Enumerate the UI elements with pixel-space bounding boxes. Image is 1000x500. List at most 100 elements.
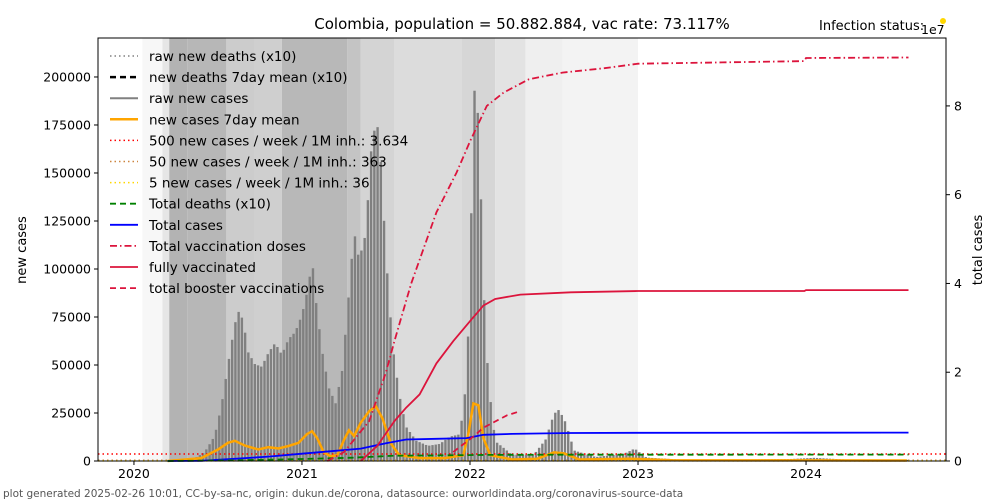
y-axis-left: 0 25000 50000 75000 100000 125000 150000 175000… (43, 69, 98, 469)
new-cases-bar (247, 352, 250, 461)
x-tick-label: 2022 (454, 466, 486, 481)
new-cases-bar (221, 399, 224, 461)
new-cases-bar (450, 436, 454, 461)
new-cases-bar (347, 297, 350, 461)
new-cases-bar (386, 273, 389, 461)
new-cases-bar (554, 412, 557, 461)
legend-label: 50 new cases / week / 1M inh.: 363 (149, 155, 387, 171)
y-tick-label: 50000 (51, 357, 91, 372)
new-cases-bar (353, 236, 357, 461)
new-cases-bar (512, 454, 515, 461)
new-cases-bar (298, 319, 302, 461)
background-band (394, 38, 462, 461)
y2-tick-label: 8 (954, 98, 962, 113)
new-cases-bar (340, 370, 344, 461)
new-cases-bar (557, 410, 560, 461)
new-cases-bar (211, 438, 214, 461)
new-cases-bar (331, 395, 334, 461)
new-cases-bar (583, 453, 586, 461)
x-tick-label: 2020 (118, 466, 150, 481)
new-cases-bar (434, 444, 437, 461)
new-cases-bar (495, 442, 499, 461)
new-cases-bar (573, 450, 576, 461)
legend: raw new deaths (x10) new deaths 7day mean… (110, 49, 408, 297)
y2-tick-label: 0 (954, 454, 962, 469)
new-cases-bar (441, 442, 444, 461)
new-cases-bar (428, 445, 431, 461)
new-cases-bar (302, 309, 305, 461)
new-cases-bar (560, 414, 563, 461)
new-cases-bar (628, 451, 631, 461)
footer-credits: plot generated 2025-02-26 10:01, CC-by-s… (3, 488, 683, 500)
new-cases-bar (421, 443, 425, 461)
new-cases-bar (376, 127, 379, 462)
new-cases-bar (411, 436, 415, 461)
new-cases-bar (324, 371, 328, 461)
new-cases-bar (457, 434, 460, 461)
background-band (142, 38, 163, 461)
new-cases-bar (534, 451, 538, 461)
new-cases-bar (334, 403, 337, 461)
new-cases-bar (476, 112, 479, 461)
new-cases-bar (344, 334, 347, 461)
new-cases-bar (256, 365, 260, 461)
new-cases-bar (382, 220, 386, 461)
y2-tick-label: 2 (954, 365, 962, 380)
series-line-total-vaccination-doses (326, 56, 909, 462)
new-cases-bar (295, 328, 299, 461)
new-cases-bar (576, 451, 580, 461)
new-cases-bar (415, 440, 418, 461)
new-cases-bar (318, 329, 321, 461)
new-cases-bar (253, 364, 257, 461)
legend-label: new deaths 7day mean (x10) (149, 70, 348, 86)
new-cases-bar (618, 454, 622, 461)
new-cases-bar (379, 161, 383, 461)
new-cases-bar (544, 439, 547, 461)
legend-label: total booster vaccinations (149, 281, 324, 297)
y2-tick-label: 6 (954, 187, 962, 202)
new-cases-bar (479, 199, 483, 461)
new-cases-bar (289, 337, 292, 461)
new-cases-bar (272, 344, 276, 461)
new-cases-bar (305, 294, 308, 461)
new-cases-bar (234, 322, 237, 461)
legend-label: 500 new cases / week / 1M inh.: 3.634 (149, 133, 408, 149)
new-cases-bar (641, 454, 644, 461)
new-cases-bar (492, 429, 496, 461)
infection-status-dot (940, 18, 946, 24)
new-cases-bar (360, 250, 363, 461)
new-cases-bar (444, 439, 447, 461)
new-cases-bar (327, 388, 331, 461)
new-cases-bar (463, 394, 467, 461)
y-tick-label: 150000 (43, 165, 91, 180)
new-cases-bar (285, 342, 289, 461)
new-cases-bar (337, 386, 341, 461)
new-cases-bar (230, 339, 234, 461)
legend-label: new cases 7day mean (149, 112, 300, 128)
new-cases-bar (447, 437, 450, 461)
y-tick-label: 200000 (43, 69, 91, 84)
new-cases-bar (292, 333, 295, 461)
y-tick-label: 0 (83, 454, 91, 469)
new-cases-bar (279, 352, 282, 461)
new-cases-bar (579, 452, 583, 461)
y-axis-right: 0 2 4 6 8 (946, 98, 962, 469)
new-cases-bar (356, 254, 360, 461)
new-cases-bar (563, 421, 567, 461)
new-cases-bar (227, 358, 231, 461)
new-cases-bar (405, 427, 408, 461)
new-cases-bar (437, 444, 441, 461)
new-cases-bar (276, 347, 279, 461)
new-cases-bar (470, 213, 473, 461)
new-cases-bar (366, 200, 370, 461)
new-cases-bar (321, 353, 324, 461)
new-cases-bar (483, 300, 486, 461)
y-tick-label: 25000 (51, 405, 91, 420)
new-cases-bar (570, 441, 573, 461)
series-lines (167, 56, 909, 463)
new-cases-bar (431, 445, 434, 461)
new-cases-bar (218, 415, 221, 461)
series-line-total-cases (167, 431, 909, 462)
new-cases-bar (266, 354, 269, 461)
new-cases-bar (586, 454, 589, 461)
